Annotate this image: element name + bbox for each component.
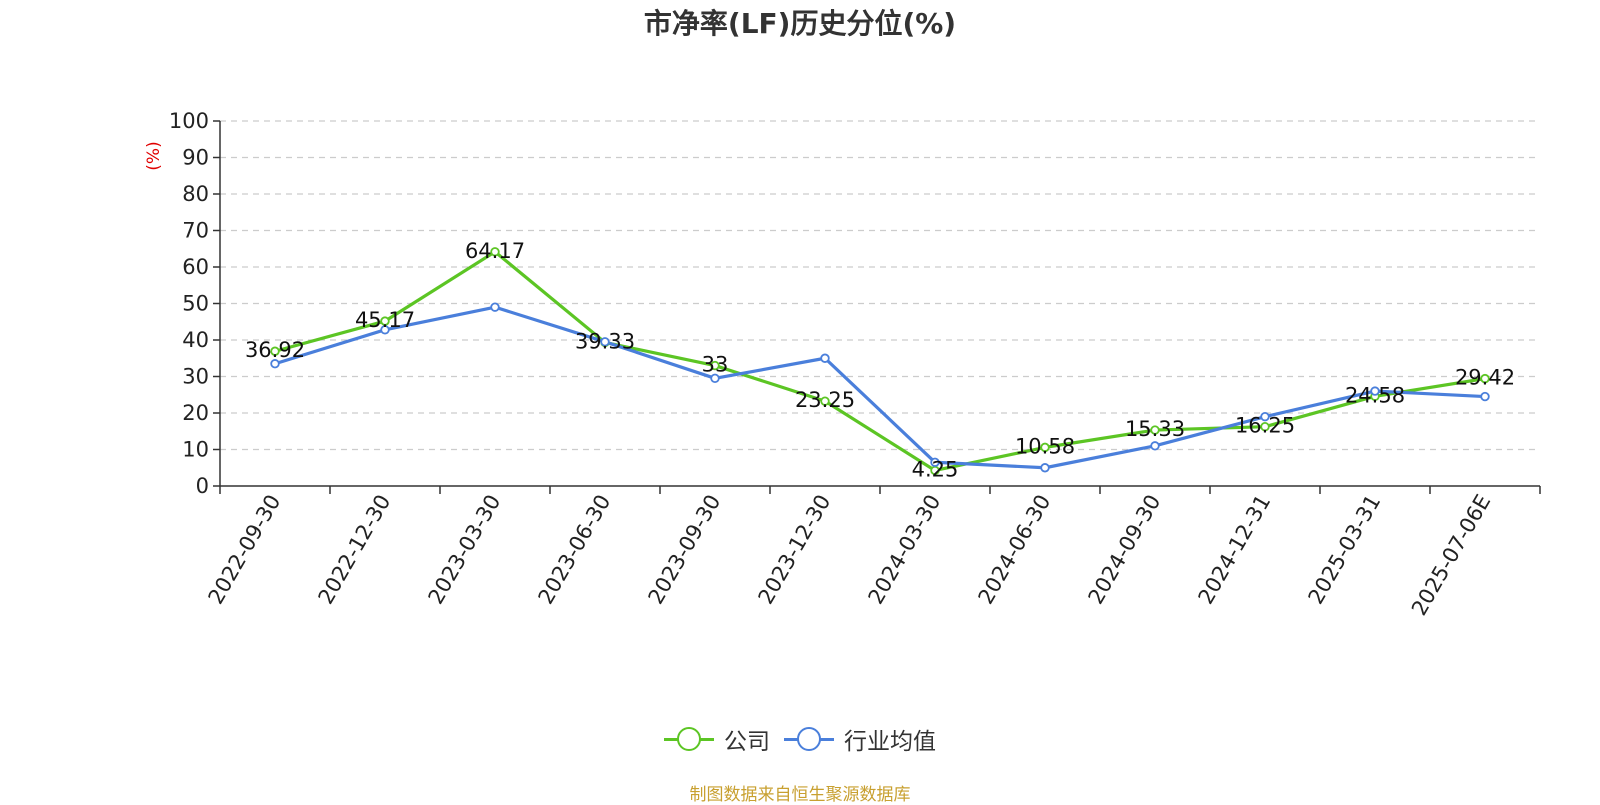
data-point-1[interactable] [490,302,500,312]
chart-title: 市净率(LF)历史分位(%) [643,7,957,40]
axes: 0 10 20 30 40 50 60 70 80 90 100 2022-09-30 2022-12-… [169,109,1541,620]
y-tick-label: 70 [182,219,209,243]
data-point-1[interactable] [1260,411,1270,422]
data-point-1[interactable] [1370,386,1380,396]
y-tick-label: 80 [182,182,209,206]
x-tick-label: 2023-09-30 [644,491,726,609]
y-tick-label: 90 [182,146,209,170]
data-point-0[interactable] [1150,425,1160,435]
data-labels: 36.92 45.17 64.17 39.33 33 23.25 4.25 10.58 15.3… [245,239,1515,482]
data-label: 16.25 [1235,414,1295,438]
x-tick-label: 2023-12-30 [754,491,836,609]
y-tick-label: 100 [169,109,209,133]
legend: 公司 行业均值 [0,722,1600,756]
data-point-1[interactable] [820,353,830,363]
y-tick-label: 50 [182,292,209,316]
data-label: 33 [702,353,729,377]
x-tick-label: 2022-09-30 [204,491,286,609]
data-point-1[interactable] [710,373,720,384]
series-line-1 [274,305,1486,470]
data-point-1[interactable] [270,359,280,369]
series [270,247,1490,476]
data-point-0[interactable] [1480,373,1490,384]
data-point-0[interactable] [820,396,830,406]
x-tick-label: 2022-12-30 [314,491,396,609]
data-point-0[interactable] [710,360,720,371]
data-point-1[interactable] [1040,463,1050,473]
y-tick-label: 0 [196,474,209,498]
legend-marker-industry [784,726,834,752]
legend-label-company: 公司 [724,729,770,755]
data-point-0[interactable] [380,316,390,326]
legend-item-industry[interactable]: 行业均值 [784,722,936,756]
series-line-0 [274,250,1486,473]
data-point-1[interactable] [930,457,940,467]
x-tick-label: 2024-06-30 [974,491,1056,609]
data-source-note: 制图数据来自恒生聚源数据库 [689,785,911,805]
data-point-0[interactable] [1040,442,1050,453]
data-label: 29.42 [1455,366,1515,390]
data-label: 64.17 [465,239,525,263]
x-tick-label: 2025-03-31 [1304,491,1386,609]
legend-item-company[interactable]: 公司 [664,722,770,756]
data-label: 45.17 [355,308,415,332]
data-label: 23.25 [795,388,855,412]
data-point-1[interactable] [1480,391,1490,402]
y-tick-label: 20 [182,401,209,425]
y-tick-label: 30 [182,365,209,389]
data-label: 36.92 [245,338,305,362]
x-tick-label: 2023-03-30 [424,491,506,609]
grid-lines [220,120,1540,451]
legend-label-industry: 行业均值 [844,729,936,755]
data-point-1[interactable] [600,337,610,347]
x-tick-label: 2025-07-06E [1407,491,1495,620]
data-label: 10.58 [1015,434,1075,458]
y-axis-title: (%) [144,141,164,170]
x-tick-label: 2023-06-30 [534,491,616,609]
data-label: 15.33 [1125,417,1185,441]
legend-marker-company [664,726,714,752]
data-label: 39.33 [575,329,635,353]
data-point-1[interactable] [380,325,390,335]
data-label: 4.25 [912,457,959,481]
data-point-0[interactable] [1260,421,1270,432]
y-tick-label: 10 [182,438,209,462]
x-tick-label: 2024-12-31 [1194,491,1276,609]
data-point-0[interactable] [490,247,500,257]
x-tick-label: 2024-09-30 [1084,491,1166,609]
data-point-0[interactable] [270,346,280,356]
data-label: 24.58 [1345,383,1405,407]
data-point-1[interactable] [1150,441,1160,451]
y-tick-label: 60 [182,255,209,279]
x-tick-label: 2024-03-30 [864,491,946,609]
y-tick-label: 40 [182,328,209,352]
